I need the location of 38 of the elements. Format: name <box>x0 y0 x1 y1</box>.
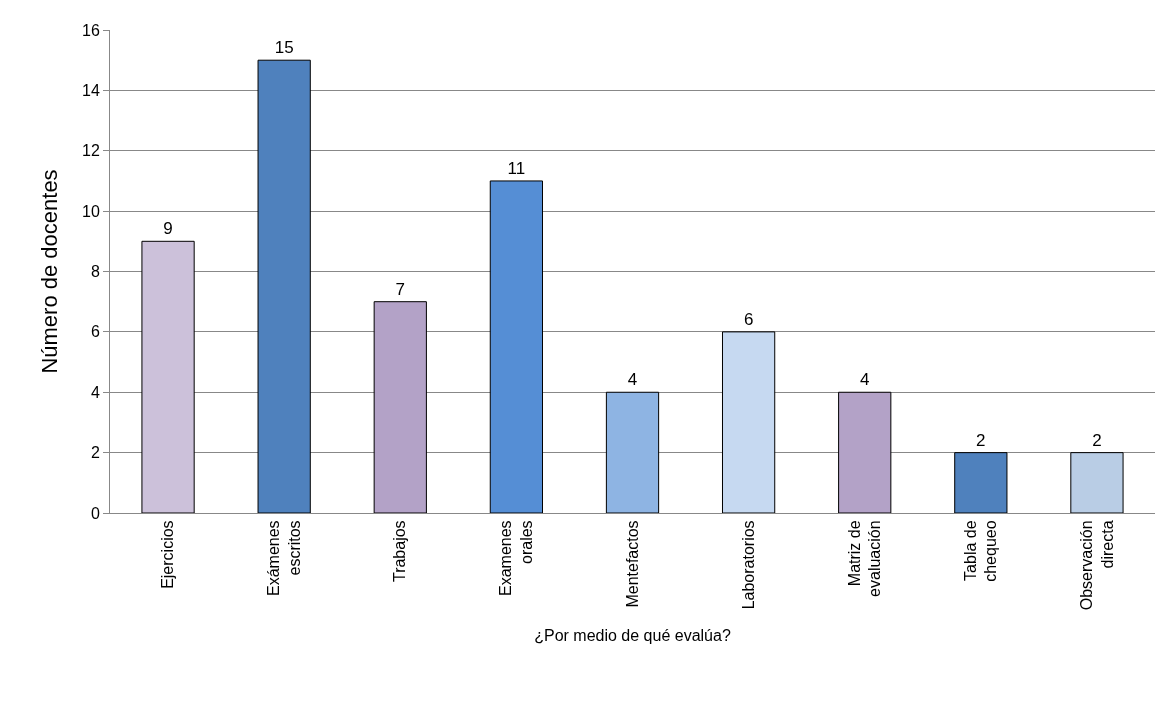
y-tick-label: 0 <box>90 504 100 522</box>
data-label: 2 <box>976 430 986 450</box>
y-tick-label: 4 <box>90 383 100 401</box>
data-label: 6 <box>743 309 754 329</box>
x-tick-label: Ejercicios <box>159 520 177 589</box>
y-tick-label: 14 <box>82 81 100 99</box>
y-tick-label: 16 <box>82 21 100 39</box>
data-label: 9 <box>163 219 173 239</box>
y-tick-label: 8 <box>90 263 100 281</box>
bar <box>373 301 427 513</box>
bar <box>721 331 776 513</box>
bar <box>141 240 195 513</box>
bar <box>257 59 311 513</box>
data-label: 7 <box>395 279 406 299</box>
y-tick-label: 10 <box>82 202 100 220</box>
x-tick-label: Examenes orales <box>497 520 535 596</box>
x-tick-label: Tabla de chequeo <box>961 520 1000 582</box>
x-tick-label: Observación directa <box>1077 520 1116 611</box>
data-label: 15 <box>274 38 294 58</box>
x-tick-label: Trabajos <box>391 520 409 583</box>
y-tick-label: 2 <box>90 444 100 462</box>
data-label: 2 <box>1092 430 1102 450</box>
x-tick-label: Mentefactos <box>623 520 641 608</box>
data-label: 4 <box>859 370 870 390</box>
y-axis-title: Número de docentes <box>36 169 62 374</box>
bar <box>489 180 544 513</box>
x-tick-label: Exámenes escritos <box>264 520 303 596</box>
x-axis-title: ¿Por medio de qué evalúa? <box>534 626 731 644</box>
data-label: 11 <box>507 158 526 178</box>
x-tick-label: Laboratorios <box>739 520 757 610</box>
bar <box>838 391 892 513</box>
bar <box>1070 452 1124 513</box>
data-label: 4 <box>627 370 638 390</box>
bar <box>954 452 1008 513</box>
y-tick-label: 6 <box>90 323 100 341</box>
bar <box>605 391 660 513</box>
y-tick-label: 12 <box>82 142 100 160</box>
x-tick-label: Matriz de evaluación <box>845 520 884 597</box>
